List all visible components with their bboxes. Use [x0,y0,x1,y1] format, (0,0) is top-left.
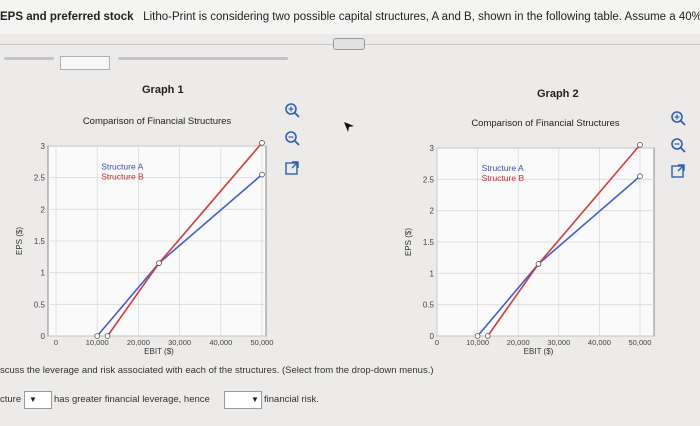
y-tick-label: 2.5 [34,174,46,183]
y-tick-label: 2 [41,205,46,214]
header-title-bold: EPS and preferred stock [0,11,134,23]
legend-structure-a: Structure A [482,163,524,173]
legend-structure-b: Structure B [101,171,144,181]
expand-handle-button[interactable] [333,38,365,50]
x-tick-label: 40,000 [588,338,611,347]
graph1-label: Graph 1 [142,84,184,96]
x-tick-label: 30,000 [547,338,570,347]
cursor-icon [344,122,354,132]
x-tick-label: 40,000 [209,338,232,347]
structure-b-point [637,142,643,148]
y-axis-title: EPS ($) [15,227,24,255]
structure-a-point [259,171,265,178]
x-tick-label: 10,000 [466,338,489,347]
legend-structure-b: Structure B [482,173,525,183]
zoom-in-icon[interactable] [670,110,686,126]
zoom-in-icon[interactable] [284,102,300,118]
y-tick-label: 1.5 [34,237,46,246]
risk-dropdown[interactable]: ▼ [224,391,262,409]
x-tick-label: 50,000 [629,338,652,347]
x-tick-label: 50,000 [251,338,274,347]
blurred-text [118,57,288,60]
expand-icon[interactable] [670,163,686,179]
blurred-text [4,57,54,60]
structure-a-point [474,333,481,339]
y-tick-label: 1 [430,269,435,278]
y-tick-label: 0 [430,332,435,341]
x-tick-label: 20,000 [507,338,530,347]
x-tick-label: 20,000 [127,338,150,347]
y-tick-label: 0.5 [34,300,46,309]
zoom-out-icon[interactable] [670,137,686,153]
x-tick-label: 0 [54,338,58,347]
legend-structure-a: Structure A [101,161,143,171]
expand-icon[interactable] [284,160,300,176]
x-tick-label: 0 [435,338,439,347]
y-tick-label: 2 [430,207,435,216]
row-start-text: cture [0,394,22,405]
x-axis-title: EBIT ($) [524,347,554,356]
x-tick-label: 10,000 [86,338,109,347]
x-tick-label: 30,000 [168,338,191,347]
y-tick-label: 0 [41,332,46,341]
structure-b-point [535,261,542,267]
y-tick-label: 1.5 [423,238,435,247]
row-end-text: financial risk. [264,394,319,405]
blurred-input[interactable] [60,56,110,70]
y-tick-label: 1 [41,269,46,278]
structure-a-point [637,173,643,180]
chevron-down-icon: ▼ [29,395,37,404]
chevron-down-icon: ▼ [251,395,259,404]
x-axis-title: EBIT ($) [144,347,174,356]
question-header: EPS and preferred stock Litho-Print is c… [0,0,700,34]
structure-b-point [156,260,162,266]
y-axis-title: EPS ($) [404,228,413,256]
structure-b-point [484,333,491,339]
row-middle-text: has greater financial leverage, hence [54,394,210,405]
y-tick-label: 0.5 [423,301,435,310]
structure-dropdown[interactable]: ▼ [24,391,52,409]
structure-b-point [259,140,265,146]
zoom-out-icon[interactable] [284,130,300,146]
y-tick-label: 3 [41,142,46,151]
y-tick-label: 2.5 [423,175,435,184]
structure-b-point [104,333,111,339]
graph2-label: Graph 2 [537,88,579,100]
question-text: scuss the leverage and risk associated w… [0,365,434,376]
chart-title: Comparison of Financial Structures [83,116,232,127]
chart-title: Comparison of Financial Structures [471,118,620,129]
y-tick-label: 3 [430,144,435,153]
header-title-text: Litho-Print is considering two possible … [143,11,700,23]
structure-a-point [94,333,100,339]
